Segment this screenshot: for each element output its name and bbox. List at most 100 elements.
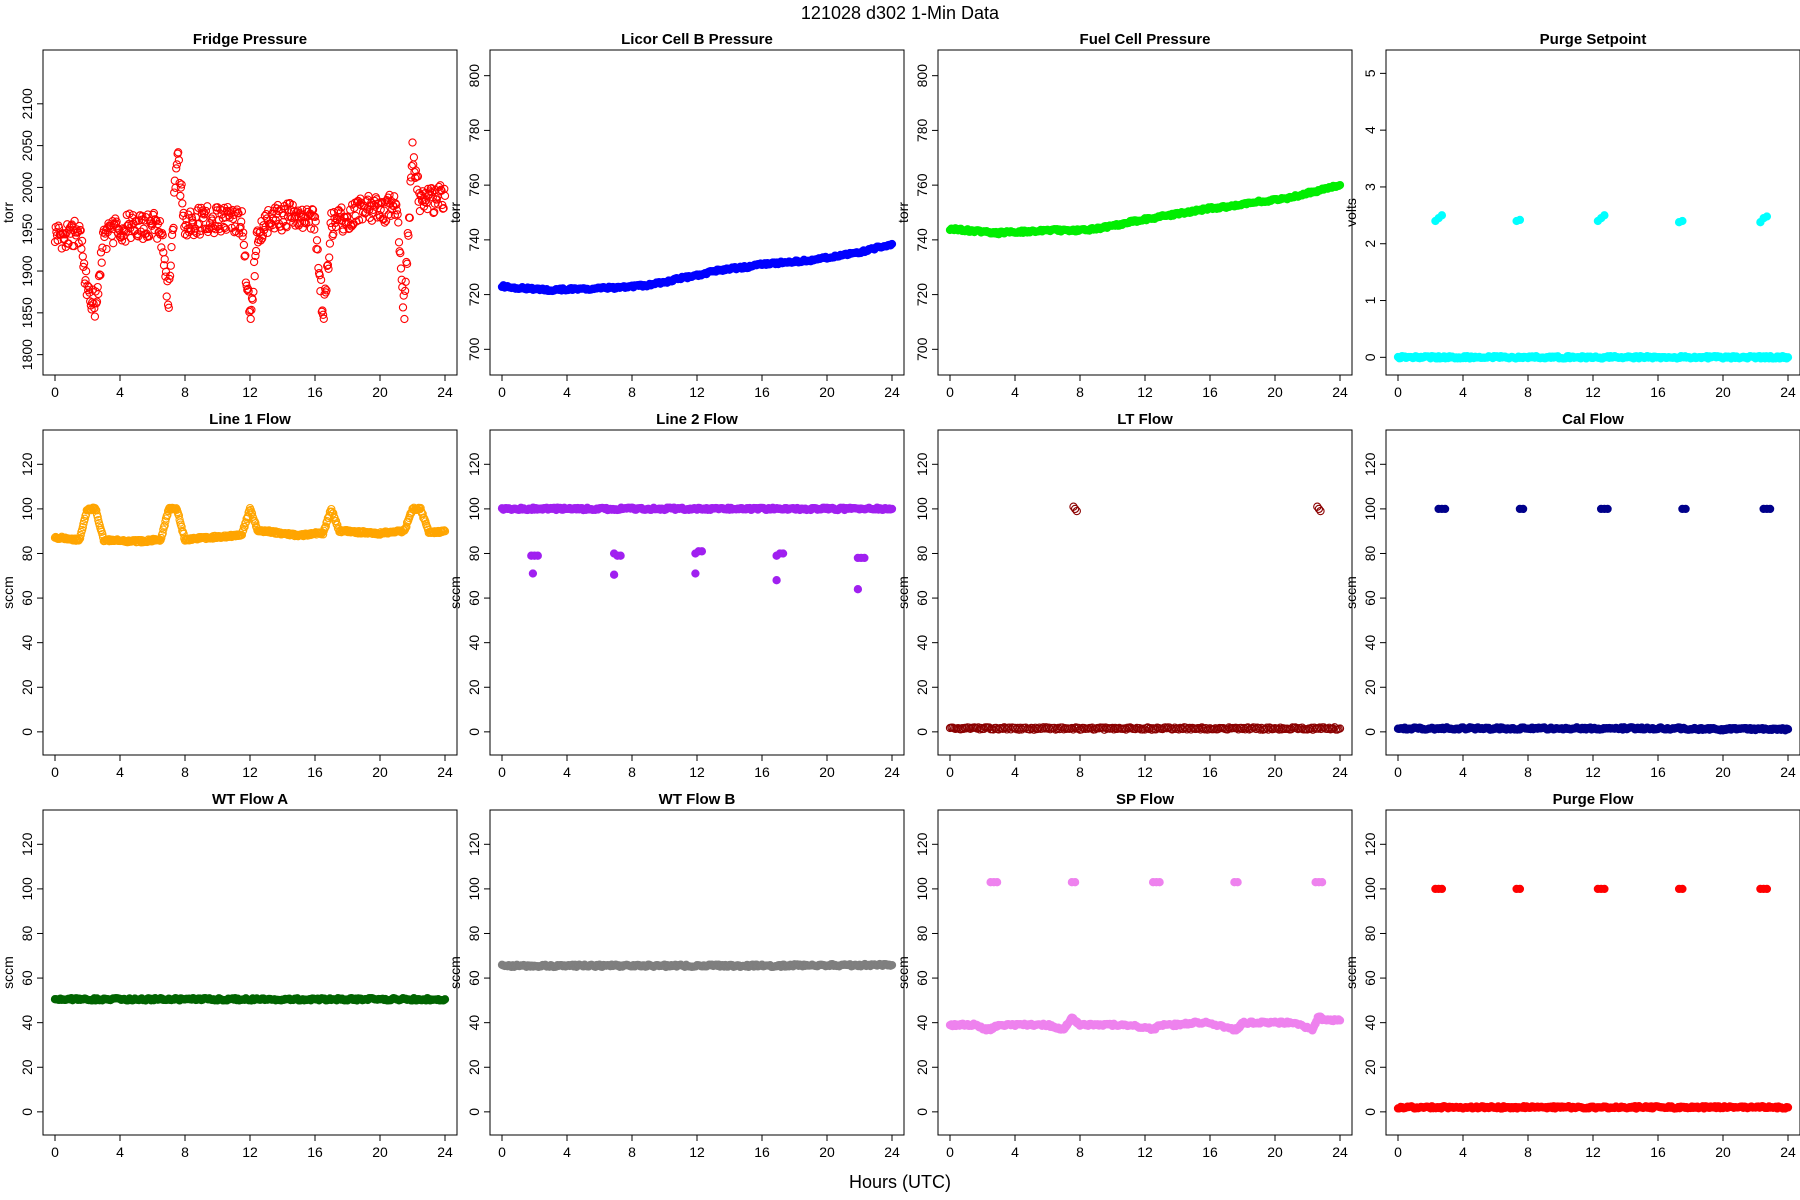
data-point — [250, 272, 259, 281]
y-tick-label: 40 — [19, 635, 35, 651]
panel-frame — [489, 429, 905, 756]
data-point — [281, 221, 291, 231]
figure-x-label: Hours (UTC) — [849, 1172, 951, 1192]
data-point — [92, 297, 102, 306]
data-point — [440, 995, 450, 1004]
x-tick-label: 8 — [1524, 764, 1532, 780]
panel-6: Line 2 Flow sccm 0 4 8 12 16 20 24 0 20 40 60 80 100 12… — [447, 411, 905, 780]
data-point — [318, 310, 328, 319]
data-point — [315, 271, 324, 280]
x-tick-label: 12 — [1585, 384, 1601, 400]
data-point — [440, 526, 449, 535]
data-point — [166, 261, 175, 270]
data-point — [416, 503, 425, 513]
data-point — [402, 259, 412, 268]
x-tick-label: 20 — [1267, 384, 1283, 400]
data-point — [321, 284, 330, 293]
data-point — [343, 212, 352, 221]
data-point — [109, 239, 118, 248]
data-point — [176, 183, 186, 192]
x-tick-label: 16 — [1202, 1144, 1218, 1160]
y-tick-label: 780 — [466, 119, 482, 143]
data-point — [70, 216, 79, 226]
data-point — [1762, 884, 1772, 894]
x-tick-label: 24 — [884, 1144, 900, 1160]
data-point — [887, 239, 897, 249]
y-tick-label: 100 — [914, 877, 930, 901]
data-point — [176, 191, 185, 201]
series-1 — [945, 180, 1345, 239]
data-point — [697, 547, 707, 556]
x-tick-label: 4 — [563, 384, 571, 400]
y-tick-label: 40 — [1362, 1015, 1378, 1031]
data-point — [329, 509, 338, 518]
panel-y-label: sccm — [1343, 576, 1359, 609]
y-tick-label: 100 — [1362, 877, 1378, 901]
x-tick-label: 20 — [1715, 764, 1731, 780]
x-tick-label: 8 — [1524, 1144, 1532, 1160]
panel-11: SP Flow sccm 0 4 8 12 16 20 24 0 20 40 60 80 100 120 — [895, 791, 1353, 1160]
data-point — [90, 312, 100, 321]
data-point — [76, 226, 85, 235]
data-point — [139, 224, 148, 233]
x-tick-label: 12 — [1137, 384, 1153, 400]
data-point — [887, 960, 897, 970]
data-point — [1678, 884, 1687, 894]
data-point — [79, 262, 88, 272]
data-point — [219, 222, 228, 232]
data-point — [249, 257, 259, 267]
data-point — [211, 225, 220, 234]
data-point — [291, 221, 300, 230]
x-tick-label: 24 — [884, 764, 900, 780]
y-tick-label: 5 — [1362, 69, 1378, 77]
panel-title: Fuel Cell Pressure — [1080, 31, 1211, 48]
data-point — [396, 264, 406, 273]
panel-frame — [937, 809, 1353, 1136]
data-point — [609, 570, 619, 579]
y-tick-label: 20 — [914, 679, 930, 695]
x-tick-label: 20 — [819, 764, 835, 780]
data-point — [155, 216, 165, 226]
y-tick-label: 100 — [914, 497, 930, 521]
y-tick-label: 20 — [19, 679, 35, 695]
y-tick-label: 100 — [466, 497, 482, 521]
data-point — [96, 270, 105, 280]
data-point — [270, 224, 279, 233]
data-point — [212, 206, 221, 215]
data-point — [98, 243, 107, 252]
panel-title: SP Flow — [1116, 791, 1174, 808]
y-tick-label: 0 — [466, 728, 482, 736]
panel-title: Line 1 Flow — [209, 411, 291, 428]
x-tick-label: 12 — [1585, 764, 1601, 780]
data-point — [310, 212, 320, 222]
y-tick-label: 0 — [466, 1108, 482, 1116]
data-point — [418, 509, 427, 519]
data-point — [76, 530, 85, 540]
panel-9: WT Flow A sccm 0 4 8 12 16 20 24 0 20 40 60 80 100 120 — [0, 791, 458, 1160]
data-point — [1518, 504, 1528, 514]
x-tick-label: 16 — [754, 1144, 770, 1160]
x-tick-label: 0 — [1394, 384, 1402, 400]
panel-frame — [937, 429, 1353, 756]
data-point — [853, 585, 863, 594]
x-tick-label: 16 — [1202, 764, 1218, 780]
x-tick-label: 24 — [884, 384, 900, 400]
x-tick-label: 8 — [1076, 384, 1084, 400]
x-tick-label: 16 — [1650, 1144, 1666, 1160]
data-point — [377, 197, 387, 207]
data-point — [282, 223, 291, 232]
panel-title: Licor Cell B Pressure — [621, 31, 773, 48]
x-tick-label: 0 — [1394, 1144, 1402, 1160]
x-tick-label: 12 — [689, 384, 705, 400]
data-point — [1603, 504, 1612, 514]
y-tick-label: 760 — [466, 173, 482, 197]
data-point — [1783, 725, 1793, 734]
y-tick-label: 4 — [1362, 126, 1378, 134]
y-tick-label: 120 — [466, 832, 482, 856]
x-tick-label: 0 — [51, 764, 59, 780]
x-tick-label: 8 — [1076, 1144, 1084, 1160]
data-point — [392, 206, 402, 215]
x-tick-label: 24 — [1332, 384, 1348, 400]
y-tick-label: 2000 — [19, 172, 35, 203]
x-tick-label: 4 — [563, 1144, 571, 1160]
